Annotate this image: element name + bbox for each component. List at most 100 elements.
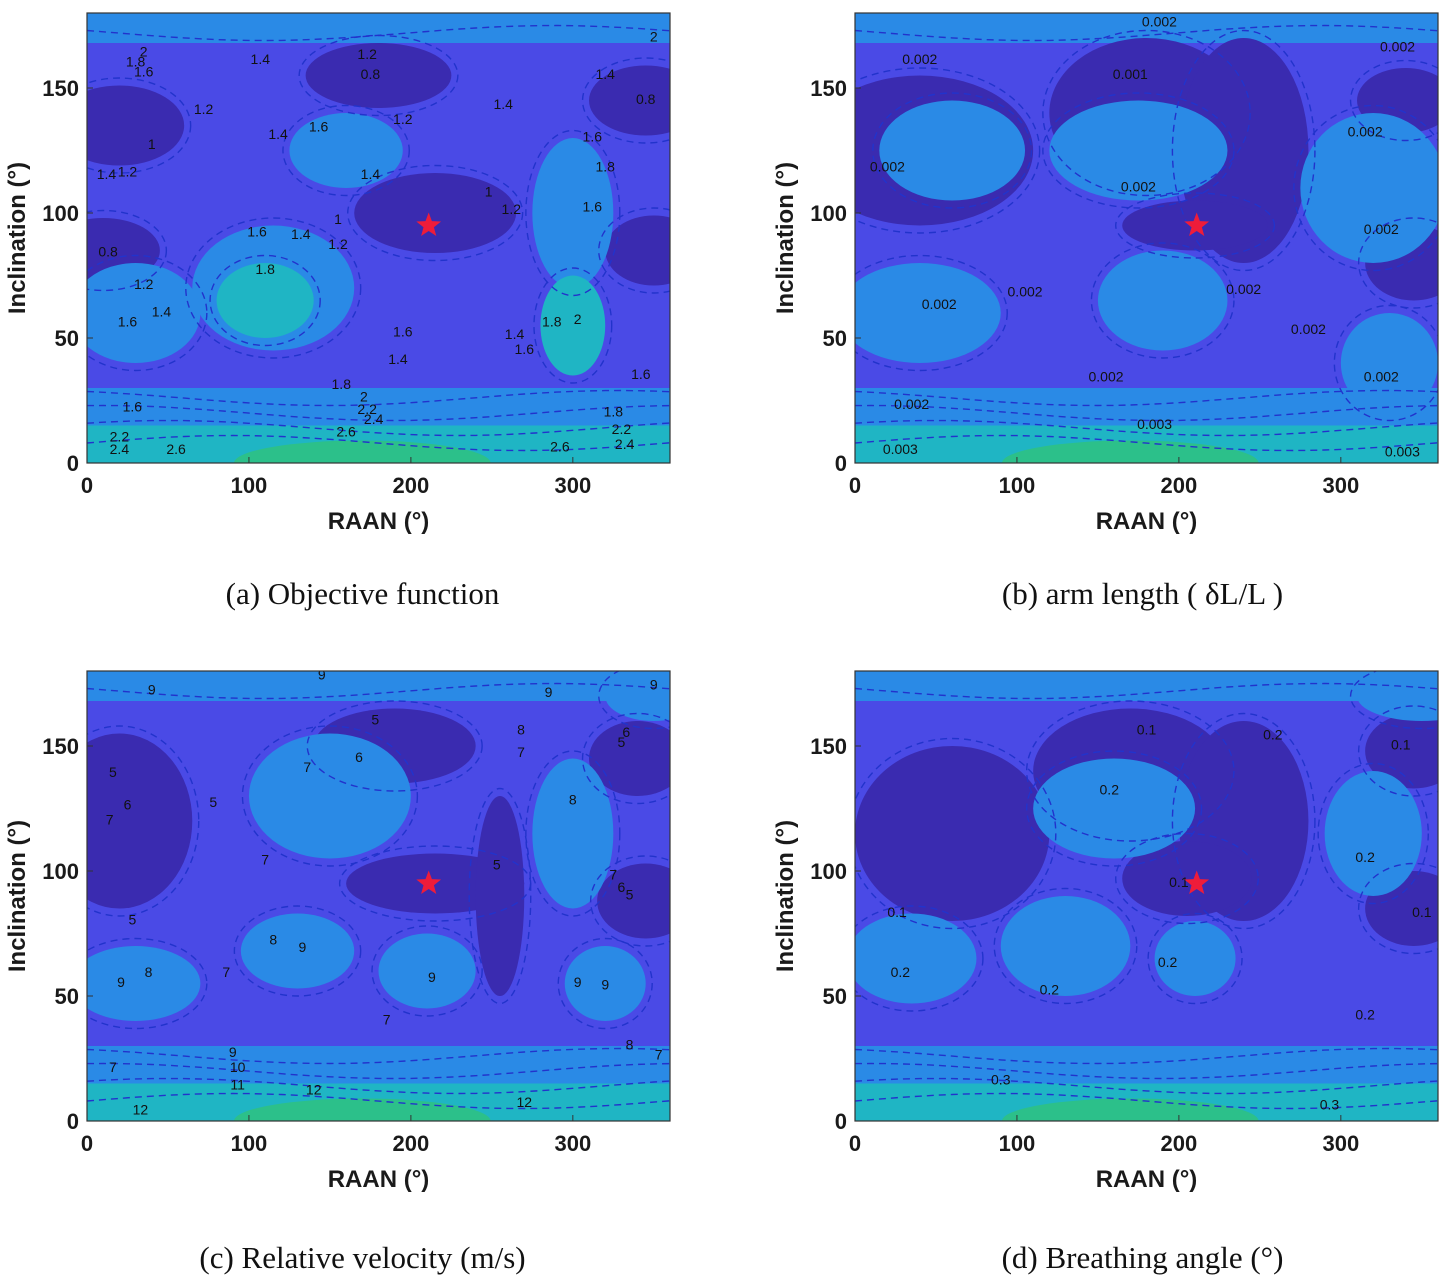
contour-region — [597, 863, 670, 939]
y-tick-label: 50 — [55, 326, 79, 351]
contour-label: 0.002 — [870, 159, 905, 175]
contour-region — [564, 946, 646, 1021]
axes-frame — [86, 12, 671, 464]
y-tick-label: 100 — [810, 201, 847, 226]
contour-region — [1049, 100, 1228, 201]
contour-line — [87, 1047, 670, 1065]
contour-label: 8 — [517, 722, 525, 738]
contour-label: 1.6 — [134, 64, 154, 80]
contour-line — [468, 787, 532, 1005]
optimum-star-marker — [416, 870, 442, 894]
y-tick-label: 150 — [810, 76, 847, 101]
band-lowest — [1002, 440, 1259, 463]
y-tick-label: 50 — [823, 326, 847, 351]
contour-label: 0.002 — [1088, 369, 1123, 385]
contour-region — [378, 933, 476, 1009]
contour-region — [855, 263, 1001, 363]
contour-label: 9 — [318, 667, 326, 683]
contour-line — [87, 725, 200, 917]
contour-label: 0.8 — [98, 244, 118, 260]
contour-label: 6 — [355, 749, 363, 765]
contour-label: 1.6 — [631, 366, 651, 382]
x-axis-label: RAAN (°) — [1096, 1166, 1198, 1193]
contour-label: 5 — [109, 764, 117, 780]
contour-line — [241, 725, 419, 867]
contour-label: 5 — [128, 912, 136, 928]
contour-label: 0.3 — [1320, 1097, 1340, 1113]
contour-label: 1.8 — [332, 376, 352, 392]
caption-b: (b) arm length ( δL/L ) — [1001, 576, 1284, 611]
contour-label: 0.002 — [1364, 369, 1399, 385]
contour-lines — [855, 671, 1438, 1110]
contour-line — [1171, 712, 1316, 930]
contour-line — [371, 925, 483, 1017]
contour-line — [87, 434, 670, 452]
contour-line — [185, 217, 362, 359]
contour-region — [87, 946, 201, 1021]
contour-line — [1042, 92, 1235, 209]
contour-label: 12 — [306, 1082, 322, 1098]
chart-panel-1: 0.80.80.81111.21.21.21.21.21.21.21.41.41… — [4, 12, 671, 535]
contour-region — [305, 43, 452, 108]
contour-line — [855, 1092, 1438, 1110]
contour-line — [87, 254, 208, 372]
x-axis-label: RAAN (°) — [328, 1166, 430, 1193]
contour-region — [1357, 671, 1438, 721]
contour-line — [533, 267, 613, 384]
contour-region — [87, 733, 193, 909]
contour-label: 0.1 — [1412, 904, 1432, 920]
contour-line — [1357, 217, 1438, 309]
optimum-star-marker — [1184, 212, 1210, 236]
contour-label: 1.4 — [595, 66, 615, 82]
contour-label: 7 — [303, 759, 311, 775]
contour-region — [1365, 713, 1438, 789]
contour-line — [598, 207, 670, 294]
contour-region — [216, 263, 314, 338]
band-lowest — [234, 1098, 491, 1121]
contour-line — [855, 434, 1438, 452]
contour-line — [855, 254, 1008, 372]
band-top — [855, 671, 1438, 701]
contour-label: 5 — [618, 734, 626, 750]
contour-label: 6 — [618, 879, 626, 895]
contour-label: 0.2 — [1158, 954, 1178, 970]
contour-region — [1000, 896, 1131, 996]
contour-line — [855, 737, 1057, 930]
y-tick-label: 0 — [835, 451, 847, 476]
contour-line — [1357, 705, 1438, 797]
caption-d: (d) Breathing angle (°) — [1001, 1240, 1284, 1275]
contour-label: 2 — [574, 311, 582, 327]
contour-line — [1025, 700, 1235, 842]
contour-region — [248, 733, 411, 859]
contour-label: 2 — [140, 44, 148, 60]
contour-label: 1.8 — [604, 404, 624, 420]
y-tick-label: 150 — [810, 734, 847, 759]
contour-label: 2.2 — [612, 421, 632, 437]
y-tick-label: 100 — [42, 859, 79, 884]
contour-line — [233, 905, 362, 997]
x-axis-label: RAAN (°) — [1096, 508, 1198, 535]
contour-region — [1324, 771, 1422, 896]
contour-line — [1293, 104, 1438, 272]
contour-label: 1.2 — [194, 101, 214, 117]
contour-label: 0.1 — [1169, 874, 1189, 890]
contour-line — [993, 887, 1138, 1005]
contour-label: 1.4 — [97, 166, 117, 182]
contour-line — [581, 712, 670, 805]
contour-label: 0.002 — [1380, 39, 1415, 55]
contour-label: 1 — [485, 184, 493, 200]
contour-label: 9 — [574, 974, 582, 990]
y-tick-label: 0 — [67, 1109, 79, 1134]
contour-label: 9 — [117, 974, 125, 990]
contour-label: 2.4 — [364, 411, 384, 427]
contour-line — [347, 164, 524, 262]
contour-label: 8 — [145, 964, 153, 980]
contour-line — [87, 937, 208, 1030]
contour-label: 0.002 — [894, 396, 929, 412]
contour-line — [338, 845, 532, 922]
contour-label: 0.3 — [991, 1072, 1011, 1088]
contour-label: 6 — [124, 797, 132, 813]
contour-line — [298, 34, 459, 117]
y-tick-label: 150 — [42, 76, 79, 101]
contour-line — [282, 104, 410, 197]
